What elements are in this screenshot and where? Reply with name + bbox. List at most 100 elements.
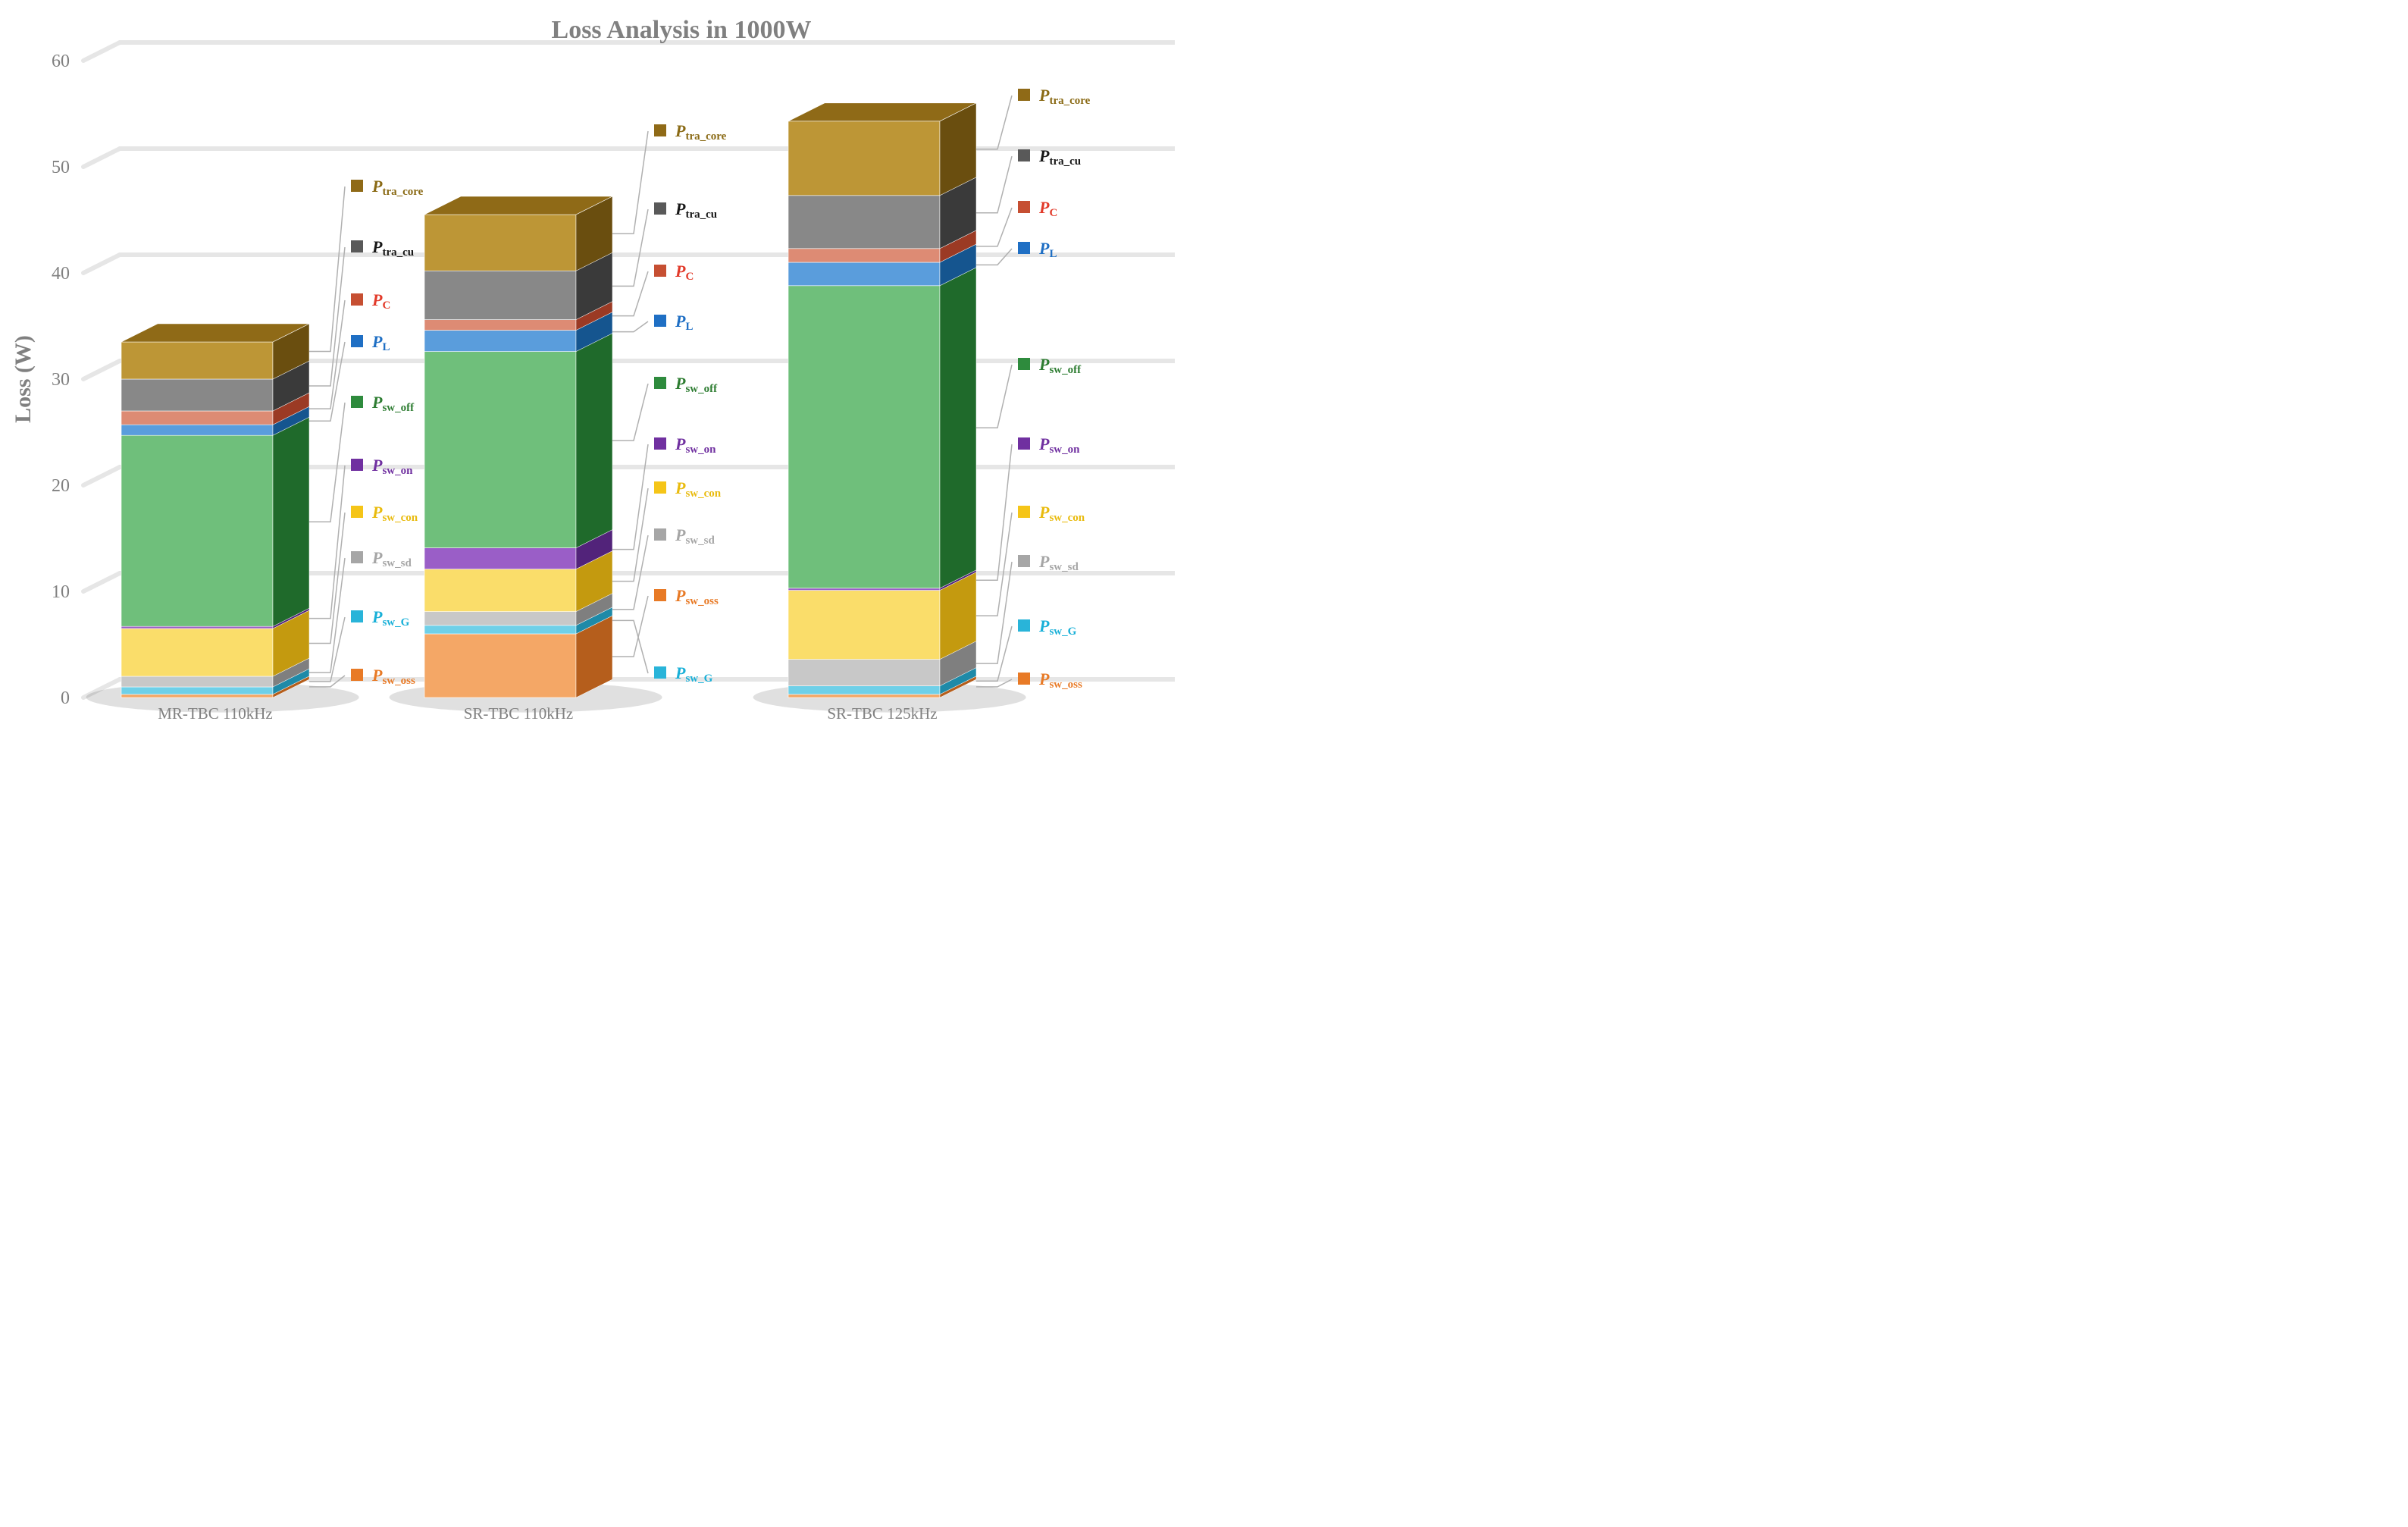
legend-label: Ptra_core xyxy=(675,121,727,143)
legend-label: Psw_G xyxy=(1038,616,1077,638)
legend-entry: PL xyxy=(654,312,693,333)
legend-label: Psw_G xyxy=(371,607,410,629)
legend-entry: Psw_on xyxy=(351,456,413,477)
category-label: SR-TBC 125kHz xyxy=(827,704,937,723)
bar-seg-tra_cu xyxy=(788,196,940,249)
bar-seg-sw_off xyxy=(121,435,273,626)
bar-seg-tra_core xyxy=(788,121,940,196)
bar-seg-tra_core xyxy=(121,342,273,379)
legend-entry: Psw_off xyxy=(654,374,718,395)
legend-label: Psw_oss xyxy=(675,586,719,607)
leader-line xyxy=(612,488,648,582)
leader-line xyxy=(612,444,648,550)
leader-line xyxy=(309,187,345,352)
legend-swatch xyxy=(1018,619,1030,632)
legend-swatch xyxy=(351,396,363,408)
legend-swatch xyxy=(1018,89,1030,101)
bar-seg-L xyxy=(788,262,940,286)
legend-swatch xyxy=(654,437,666,450)
bar-seg-sw_sd xyxy=(424,612,576,626)
y-axis-label: Loss (W) xyxy=(11,335,36,423)
loss-analysis-chart: 0102030405060Loss Analysis in 1000WLoss … xyxy=(0,0,1175,745)
legend-swatch xyxy=(351,669,363,681)
bar-seg-sw_off xyxy=(788,286,940,588)
legend-entry: Ptra_core xyxy=(1018,86,1091,107)
legend-swatch xyxy=(1018,358,1030,370)
leader-line xyxy=(612,596,648,657)
legend-entry: Psw_con xyxy=(1018,503,1085,524)
bar-seg-L xyxy=(424,331,576,352)
bar-side-sw_off xyxy=(940,268,976,588)
bar-seg-tra_cu xyxy=(121,379,273,411)
legend-label: PL xyxy=(1038,239,1057,260)
legend-entry: Ptra_cu xyxy=(654,199,717,221)
bar-seg-sw_con xyxy=(121,629,273,676)
legend-entry: PC xyxy=(1018,198,1057,219)
legend-swatch xyxy=(654,315,666,327)
bar-seg-sw_G xyxy=(424,626,576,634)
leader-line xyxy=(976,444,1012,580)
leader-line xyxy=(976,208,1012,246)
legend-swatch xyxy=(351,180,363,192)
leader-line xyxy=(309,513,345,644)
grid-depth-line xyxy=(83,573,120,591)
bar-seg-sw_oss xyxy=(424,634,576,698)
legend-swatch xyxy=(351,459,363,471)
leader-line xyxy=(612,321,648,332)
legend-label: Psw_sd xyxy=(371,548,412,569)
leader-line xyxy=(976,96,1012,149)
bar-seg-L xyxy=(121,425,273,435)
legend-swatch xyxy=(1018,506,1030,518)
legend-entry: Psw_con xyxy=(654,478,722,500)
legend-entry: Psw_G xyxy=(351,607,410,629)
legend-swatch xyxy=(1018,555,1030,567)
legend-label: Psw_sd xyxy=(1038,552,1079,573)
legend-label: Psw_oss xyxy=(1038,669,1082,691)
legend-swatch xyxy=(654,528,666,541)
grid-depth-line xyxy=(83,255,120,273)
leader-line xyxy=(612,384,648,441)
legend-label: Psw_off xyxy=(675,374,718,395)
grid-depth-line xyxy=(83,361,120,379)
legend-swatch xyxy=(351,293,363,306)
leader-line xyxy=(976,626,1012,681)
bar-seg-sw_on xyxy=(121,626,273,629)
bar-seg-C xyxy=(788,249,940,262)
y-tick-label: 30 xyxy=(52,370,70,390)
legend-label: Psw_oss xyxy=(371,666,415,687)
bar-seg-sw_oss xyxy=(121,695,273,698)
legend-swatch xyxy=(351,551,363,563)
y-tick-label: 40 xyxy=(52,264,70,284)
legend-label: Ptra_core xyxy=(371,177,424,198)
grid-depth-line xyxy=(83,42,120,61)
bar-seg-C xyxy=(121,411,273,425)
bar-seg-sw_sd xyxy=(121,676,273,687)
legend-entry: Psw_sd xyxy=(351,548,412,569)
leader-line xyxy=(309,247,345,386)
bar-seg-sw_on xyxy=(424,548,576,569)
leader-line xyxy=(309,466,345,619)
bar-side-sw_off xyxy=(576,334,612,548)
legend-swatch xyxy=(1018,201,1030,213)
legend-label: Psw_on xyxy=(1038,434,1080,456)
grid-depth-line xyxy=(83,467,120,485)
category-label: SR-TBC 110kHz xyxy=(464,704,573,723)
legend-label: Psw_G xyxy=(675,663,713,685)
bar-seg-sw_G xyxy=(788,686,940,695)
legend-swatch xyxy=(1018,149,1030,161)
y-tick-label: 20 xyxy=(52,476,70,496)
leader-line xyxy=(612,620,648,673)
bar-seg-tra_cu xyxy=(424,271,576,319)
leader-line xyxy=(976,156,1012,213)
legend-label: PC xyxy=(675,262,694,283)
legend-label: Psw_off xyxy=(371,393,415,414)
legend-entry: PC xyxy=(351,290,390,312)
legend-label: Psw_on xyxy=(675,434,716,456)
legend-swatch xyxy=(1018,437,1030,450)
legend-entry: Psw_sd xyxy=(1018,552,1079,573)
chart-title: Loss Analysis in 1000W xyxy=(552,16,812,44)
bar-seg-sw_off xyxy=(424,352,576,548)
chart-container: 0102030405060Loss Analysis in 1000WLoss … xyxy=(0,0,1175,745)
leader-line xyxy=(612,271,648,316)
legend-label: Ptra_cu xyxy=(675,199,717,221)
